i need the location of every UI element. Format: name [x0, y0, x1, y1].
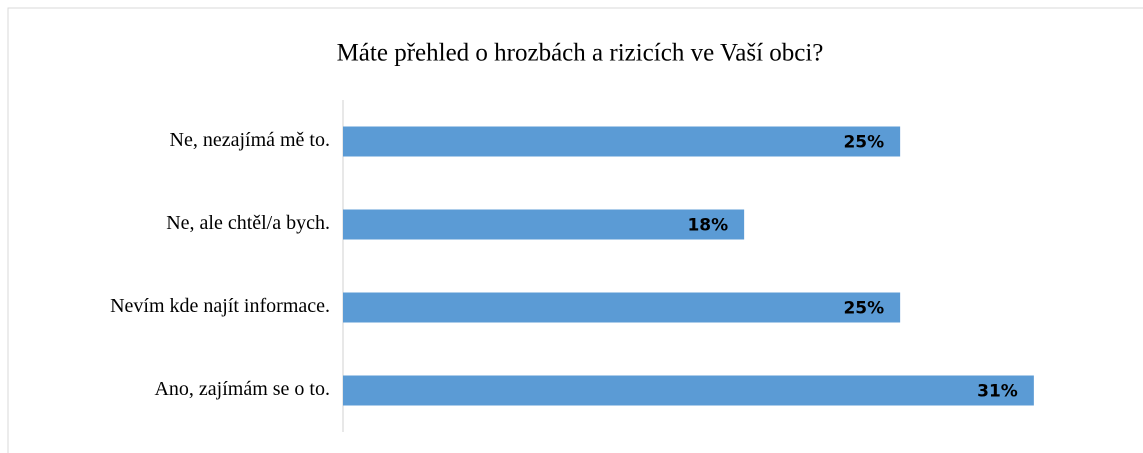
y-tick-label: Nevím kde najít informace.	[110, 295, 330, 317]
data-label: 25%	[843, 133, 884, 153]
chart-title: Máte přehled o hrozbách a rizicích ve Va…	[337, 40, 824, 67]
data-label: 18%	[687, 216, 728, 236]
bar	[343, 209, 745, 240]
data-label: 25%	[843, 299, 884, 319]
y-tick-label: Ne, nezajímá mě to.	[170, 129, 331, 151]
y-tick-label: Ne, ale chtěl/a bych.	[166, 212, 330, 234]
y-tick-label: Ano, zajímám se o to.	[154, 378, 330, 400]
data-label: 31%	[977, 382, 1018, 402]
bar	[343, 375, 1034, 406]
bar	[343, 292, 901, 323]
bar	[343, 126, 901, 157]
